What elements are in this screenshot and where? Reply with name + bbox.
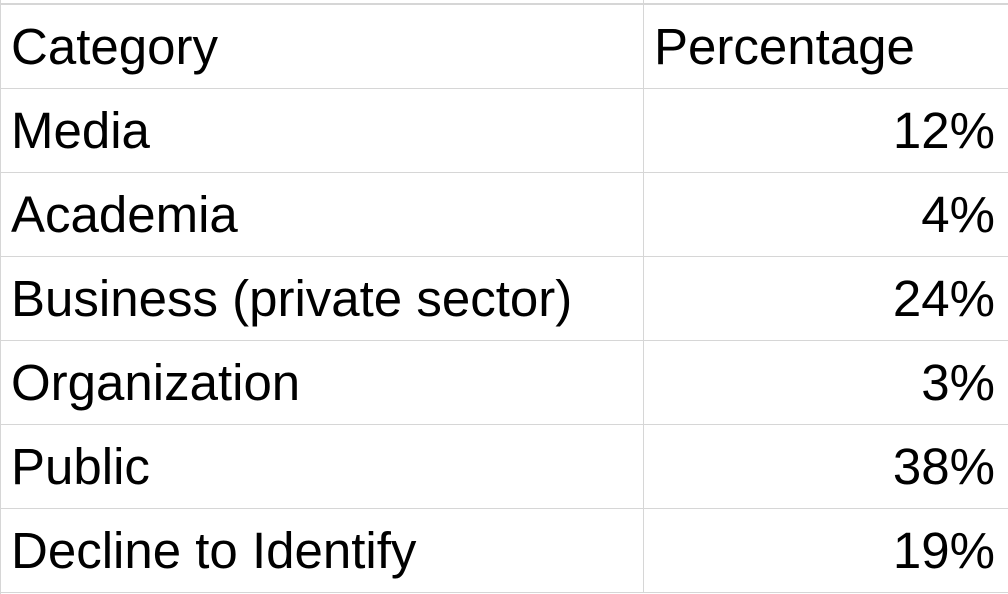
category-cell[interactable]: Business (private sector) xyxy=(0,256,644,341)
table-row: Organization 3% xyxy=(0,340,1008,425)
data-table: Category Percentage Media 12% Academia 4… xyxy=(0,4,1008,593)
category-cell[interactable]: Decline to Identify xyxy=(0,508,644,593)
category-cell[interactable]: Organization xyxy=(0,340,644,425)
table-row: Business (private sector) 24% xyxy=(0,256,1008,341)
category-cell[interactable]: Public xyxy=(0,424,644,509)
percentage-cell[interactable]: 12% xyxy=(643,88,1008,173)
row-divider-top xyxy=(0,3,1008,4)
table-row: Media 12% xyxy=(0,88,1008,173)
header-cell-category[interactable]: Category xyxy=(0,4,644,89)
category-cell[interactable]: Academia xyxy=(0,172,644,257)
table-row: Decline to Identify 19% xyxy=(0,508,1008,593)
percentage-cell[interactable]: 24% xyxy=(643,256,1008,341)
sheet-top-strip xyxy=(0,0,1008,4)
header-cell-percentage[interactable]: Percentage xyxy=(643,4,1008,89)
column-divider-top xyxy=(643,0,644,4)
percentage-cell[interactable]: 4% xyxy=(643,172,1008,257)
category-cell[interactable]: Media xyxy=(0,88,644,173)
percentage-cell[interactable]: 38% xyxy=(643,424,1008,509)
table-row: Public 38% xyxy=(0,424,1008,509)
column-divider-left xyxy=(0,0,1,594)
header-row: Category Percentage xyxy=(0,4,1008,89)
table-row: Academia 4% xyxy=(0,172,1008,257)
percentage-cell[interactable]: 3% xyxy=(643,340,1008,425)
percentage-cell[interactable]: 19% xyxy=(643,508,1008,593)
